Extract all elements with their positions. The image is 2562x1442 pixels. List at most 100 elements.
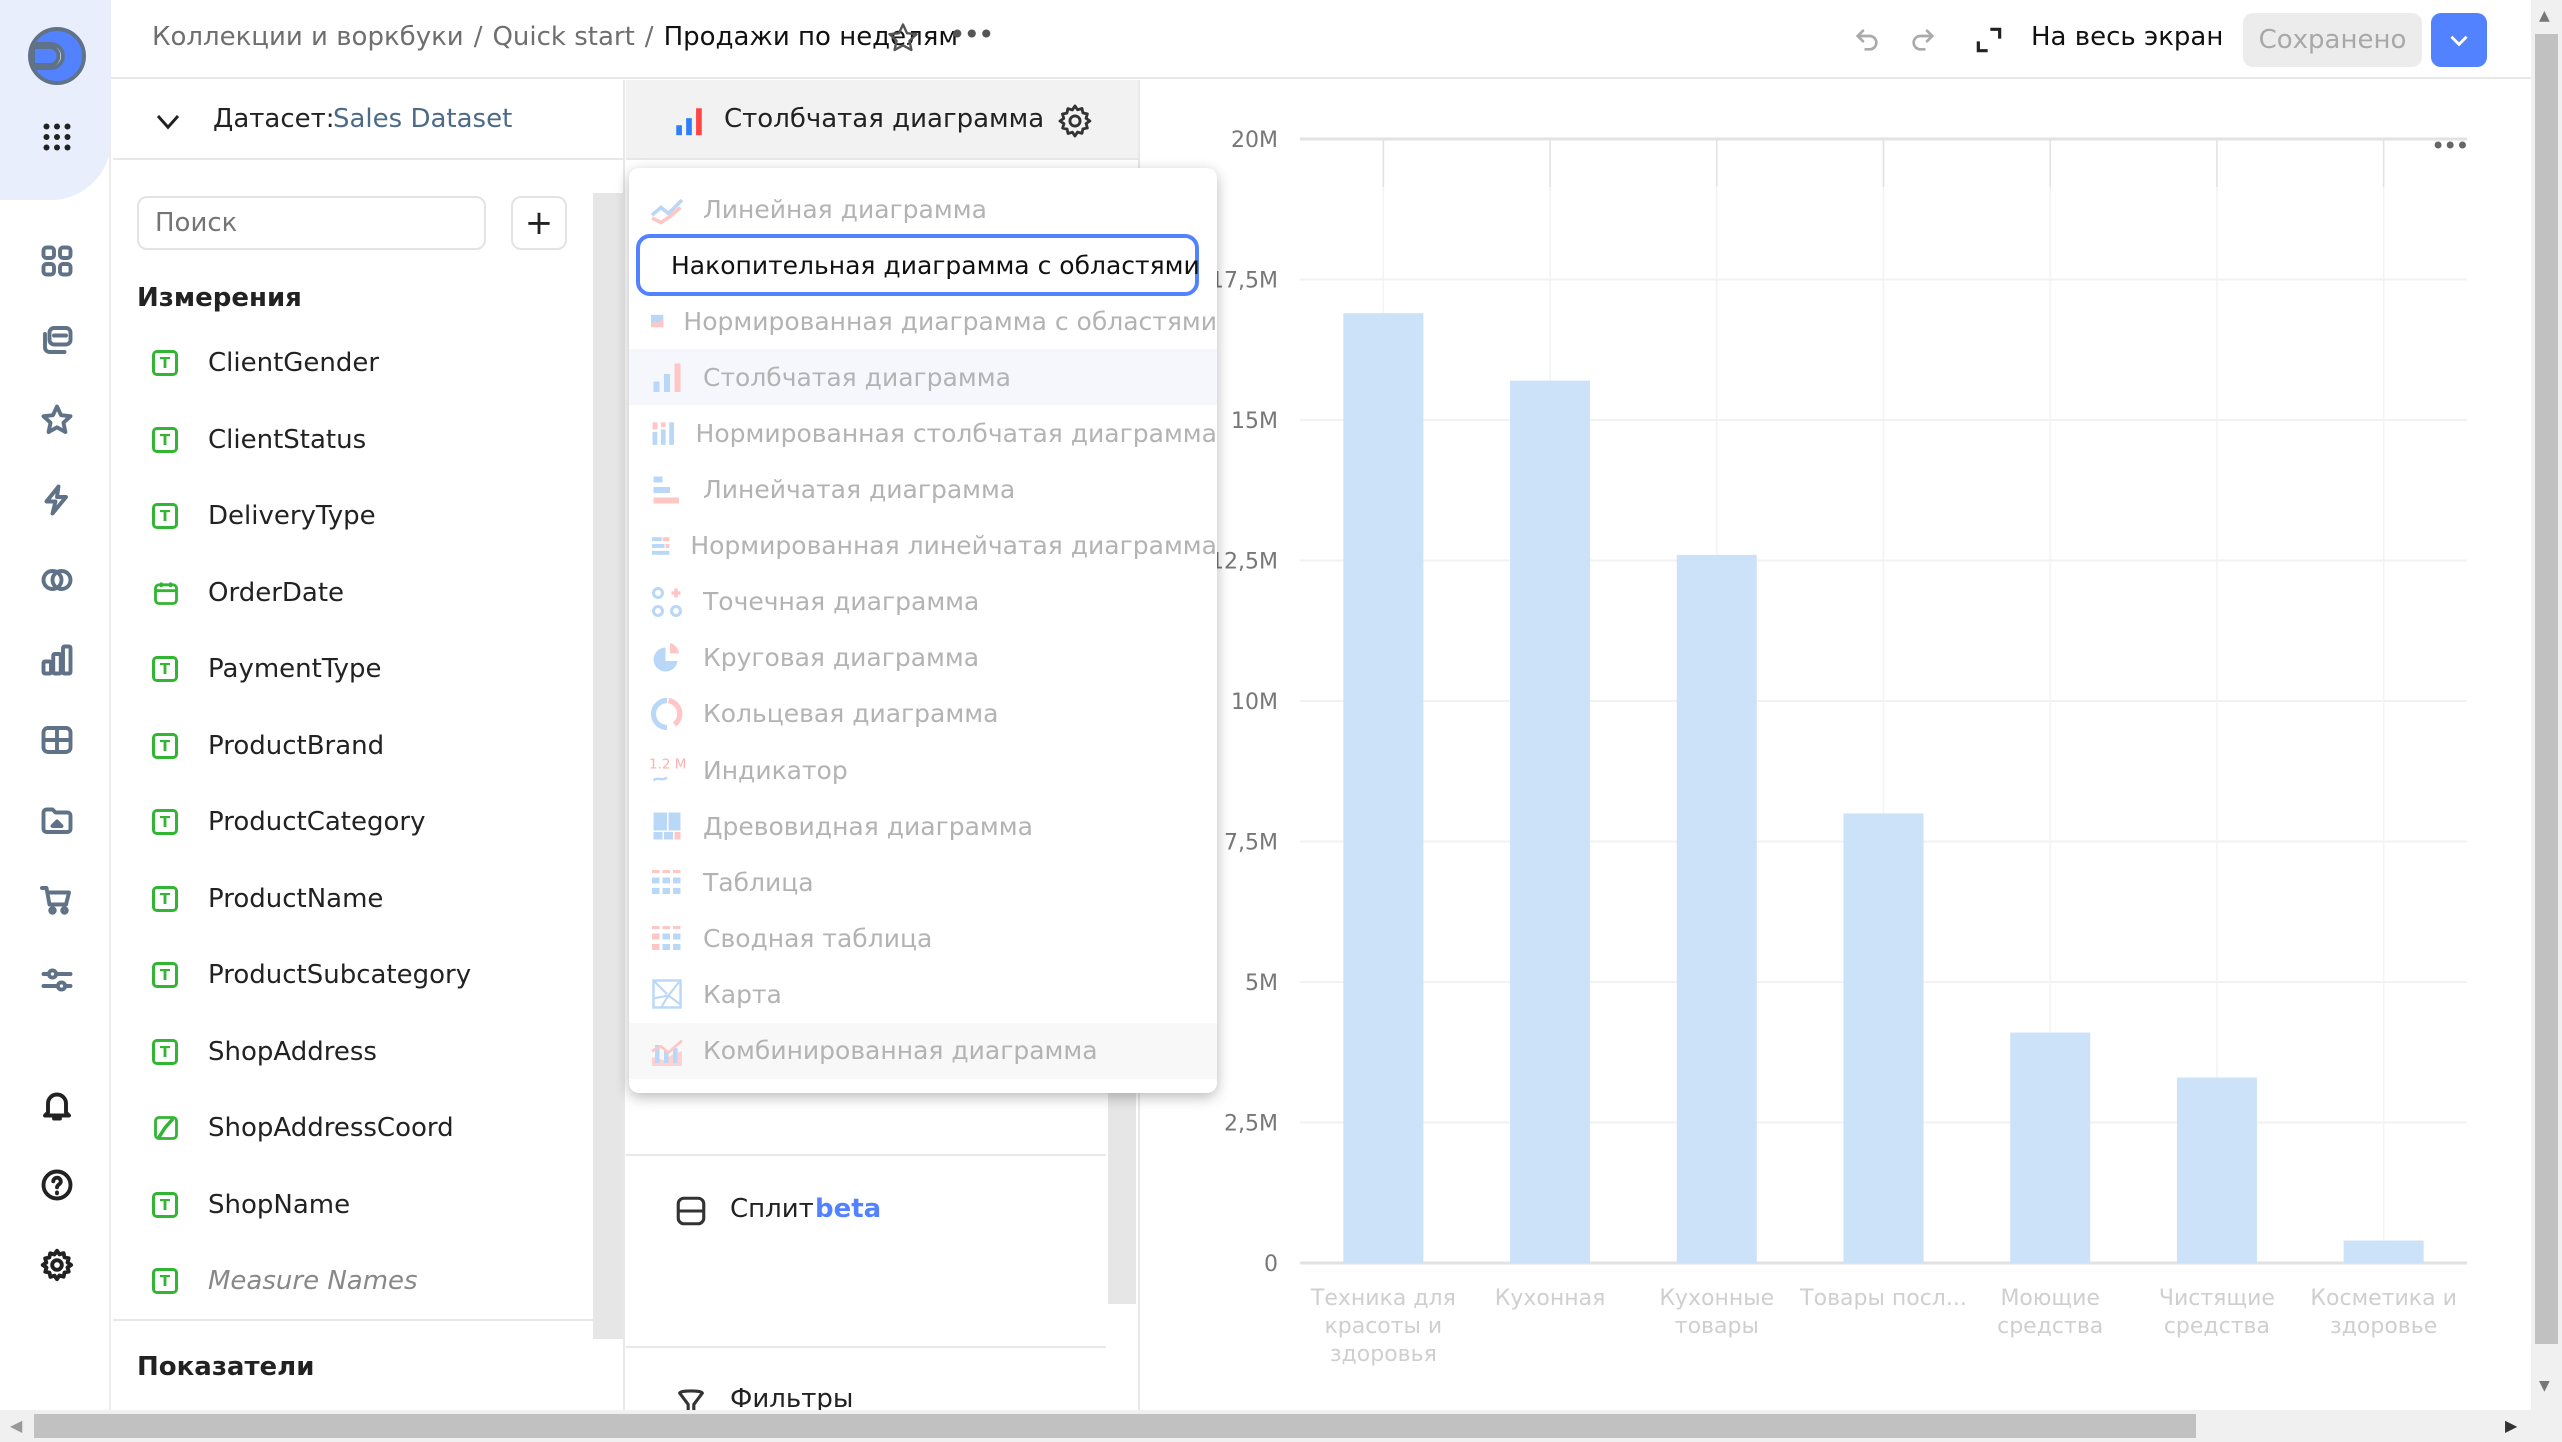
normalized-column-icon	[652, 422, 674, 446]
chevron-down-icon[interactable]	[153, 106, 183, 136]
horizontal-scrollbar-thumb[interactable]	[34, 1414, 2196, 1438]
dimension-field[interactable]: T Measure Names	[152, 1261, 418, 1301]
dimension-field[interactable]: ShopAddressCoord	[152, 1108, 454, 1148]
dimension-field[interactable]: T ProductBrand	[152, 726, 384, 766]
menu-item-chart-type[interactable]: Нормированная линейчатая диаграмма	[629, 518, 1217, 574]
scroll-down-arrow-icon[interactable]: ▼	[2539, 1378, 2550, 1394]
menu-item-chart-type[interactable]: Линейчатая диаграмма	[629, 462, 1217, 518]
horizontal-scrollbar[interactable]: ◀ ▶	[0, 1410, 2562, 1442]
dimension-name: DeliveryType	[208, 501, 376, 531]
datasets-icon[interactable]	[37, 720, 77, 760]
dimension-field[interactable]: T ClientStatus	[152, 420, 366, 460]
fullscreen-icon[interactable]	[1973, 24, 2005, 56]
dimension-field[interactable]: T DeliveryType	[152, 496, 376, 536]
collections-icon[interactable]	[37, 320, 77, 360]
x-tick-label: товары	[1675, 1314, 1759, 1339]
dimension-field[interactable]: T ProductName	[152, 879, 383, 919]
star-icon[interactable]	[885, 20, 921, 56]
save-options-button[interactable]	[2431, 13, 2487, 67]
menu-item-chart-type[interactable]: Точечная диаграмма	[629, 574, 1217, 630]
breadcrumb-collections[interactable]: Коллекции и воркбуки	[152, 22, 464, 52]
svg-text:1.2 M: 1.2 M	[649, 757, 685, 773]
breadcrumb-quick-start[interactable]: Quick start	[492, 22, 635, 52]
lightning-icon[interactable]	[37, 480, 77, 520]
chart-more-icon[interactable]: •••	[2431, 132, 2469, 160]
menu-item-label: Линейчатая диаграмма	[703, 475, 1016, 504]
x-tick-label: Моющие	[2000, 1286, 2100, 1311]
menu-item-chart-type[interactable]: Кольцевая диаграмма	[629, 686, 1217, 742]
text-type-icon: T	[152, 1038, 178, 1065]
menu-item-chart-type[interactable]: Нормированная диаграмма с областями	[629, 293, 1217, 349]
x-tick-label: здоровье	[2330, 1314, 2437, 1339]
menu-item-chart-type[interactable]: Древовидная диаграмма	[629, 798, 1217, 854]
menu-item-chart-type[interactable]: Накопительная диаграмма с областями	[636, 234, 1200, 297]
scroll-right-arrow-icon[interactable]: ▶	[2505, 1416, 2518, 1435]
text-type-icon: T	[152, 656, 178, 682]
x-tick-label: средства	[2164, 1314, 2270, 1339]
donut-icon	[650, 697, 683, 731]
menu-item-chart-type[interactable]: Нормированная столбчатая диаграмма	[629, 405, 1217, 461]
dimension-field[interactable]: T PaymentType	[152, 649, 382, 689]
table-icon	[652, 870, 681, 895]
panel-scrollbar[interactable]	[1108, 1080, 1136, 1304]
chart-type-selector[interactable]: Столбчатая диаграмма	[626, 80, 1138, 160]
charts-icon[interactable]	[37, 640, 77, 680]
connections-icon[interactable]	[37, 560, 77, 600]
x-tick-label: Чистящие	[2159, 1286, 2275, 1311]
scroll-left-arrow-icon[interactable]: ◀	[10, 1416, 23, 1435]
y-tick-label: 10M	[1231, 690, 1278, 715]
favorites-icon[interactable]	[37, 400, 77, 440]
menu-item-label: Древовидная диаграмма	[703, 811, 1033, 841]
vertical-scrollbar[interactable]: ▲ ▼	[2531, 0, 2562, 1410]
dimension-name: ProductBrand	[208, 730, 385, 761]
bar	[2343, 1240, 2424, 1263]
more-icon[interactable]: •••	[949, 18, 995, 51]
add-field-button[interactable]: +	[511, 196, 567, 250]
gear-icon[interactable]	[37, 1245, 77, 1285]
menu-item-label: Карта	[703, 979, 782, 1009]
menu-item-chart-type[interactable]: Карта	[629, 966, 1217, 1022]
bar	[1343, 313, 1424, 1264]
menu-item-chart-type[interactable]: Круговая диаграмма	[629, 630, 1217, 686]
fullscreen-button[interactable]: На весь экран	[2031, 22, 2224, 52]
menu-item-chart-type[interactable]: 1.2 M Индикатор	[629, 742, 1217, 798]
cart-icon[interactable]	[37, 880, 77, 920]
scroll-up-arrow-icon[interactable]: ▲	[2539, 8, 2550, 24]
dimension-name: ProductName	[208, 883, 384, 914]
dimension-name: ProductSubcategory	[208, 960, 472, 990]
apps-grid-icon[interactable]	[37, 117, 77, 157]
line-chart-icon	[650, 198, 684, 225]
undo-icon[interactable]	[1851, 24, 1883, 56]
dataset-name-link[interactable]: Sales Dataset	[333, 104, 513, 134]
breadcrumb-separator: /	[473, 22, 483, 52]
menu-item-chart-type[interactable]: Таблица	[629, 854, 1217, 910]
fields-scrollbar[interactable]	[593, 193, 623, 1339]
menu-item-chart-type[interactable]: Комбинированная диаграмма	[629, 1022, 1217, 1079]
normalized-area-icon	[651, 315, 664, 328]
dimension-field[interactable]: T ShopAddress	[152, 1032, 377, 1072]
menu-item-chart-type[interactable]: Сводная таблица	[629, 910, 1217, 966]
dimension-field[interactable]: T ShopName	[152, 1185, 350, 1225]
dimension-name: ShopName	[208, 1189, 351, 1220]
folder-icon[interactable]	[37, 800, 77, 840]
dimension-field[interactable]: T ProductSubcategory	[152, 955, 471, 995]
vertical-scrollbar-thumb[interactable]	[2535, 34, 2558, 1344]
dimension-field[interactable]: OrderDate	[152, 573, 344, 613]
dimension-field[interactable]: T ClientGender	[152, 343, 379, 383]
dimension-field[interactable]: T ProductCategory	[152, 802, 425, 842]
menu-item-label: Индикатор	[703, 755, 848, 785]
settings-sliders-icon[interactable]	[37, 960, 77, 1000]
logo-icon[interactable]	[27, 26, 87, 86]
menu-item-label: Кольцевая диаграмма	[703, 699, 999, 729]
current-chart-type: Столбчатая диаграмма	[724, 104, 1045, 134]
menu-item-chart-type[interactable]: Линейная диаграмма	[629, 181, 1217, 237]
help-icon[interactable]	[37, 1165, 77, 1205]
redo-icon[interactable]	[1907, 24, 1939, 56]
dashboards-icon[interactable]	[37, 241, 77, 281]
bell-icon[interactable]	[37, 1085, 77, 1125]
menu-item-chart-type[interactable]: Столбчатая диаграмма	[629, 349, 1217, 406]
search-input[interactable]	[137, 196, 486, 250]
y-tick-label: 5M	[1245, 971, 1278, 996]
gear-icon[interactable]	[1056, 102, 1094, 140]
saved-button[interactable]: Сохранено	[2243, 13, 2422, 67]
